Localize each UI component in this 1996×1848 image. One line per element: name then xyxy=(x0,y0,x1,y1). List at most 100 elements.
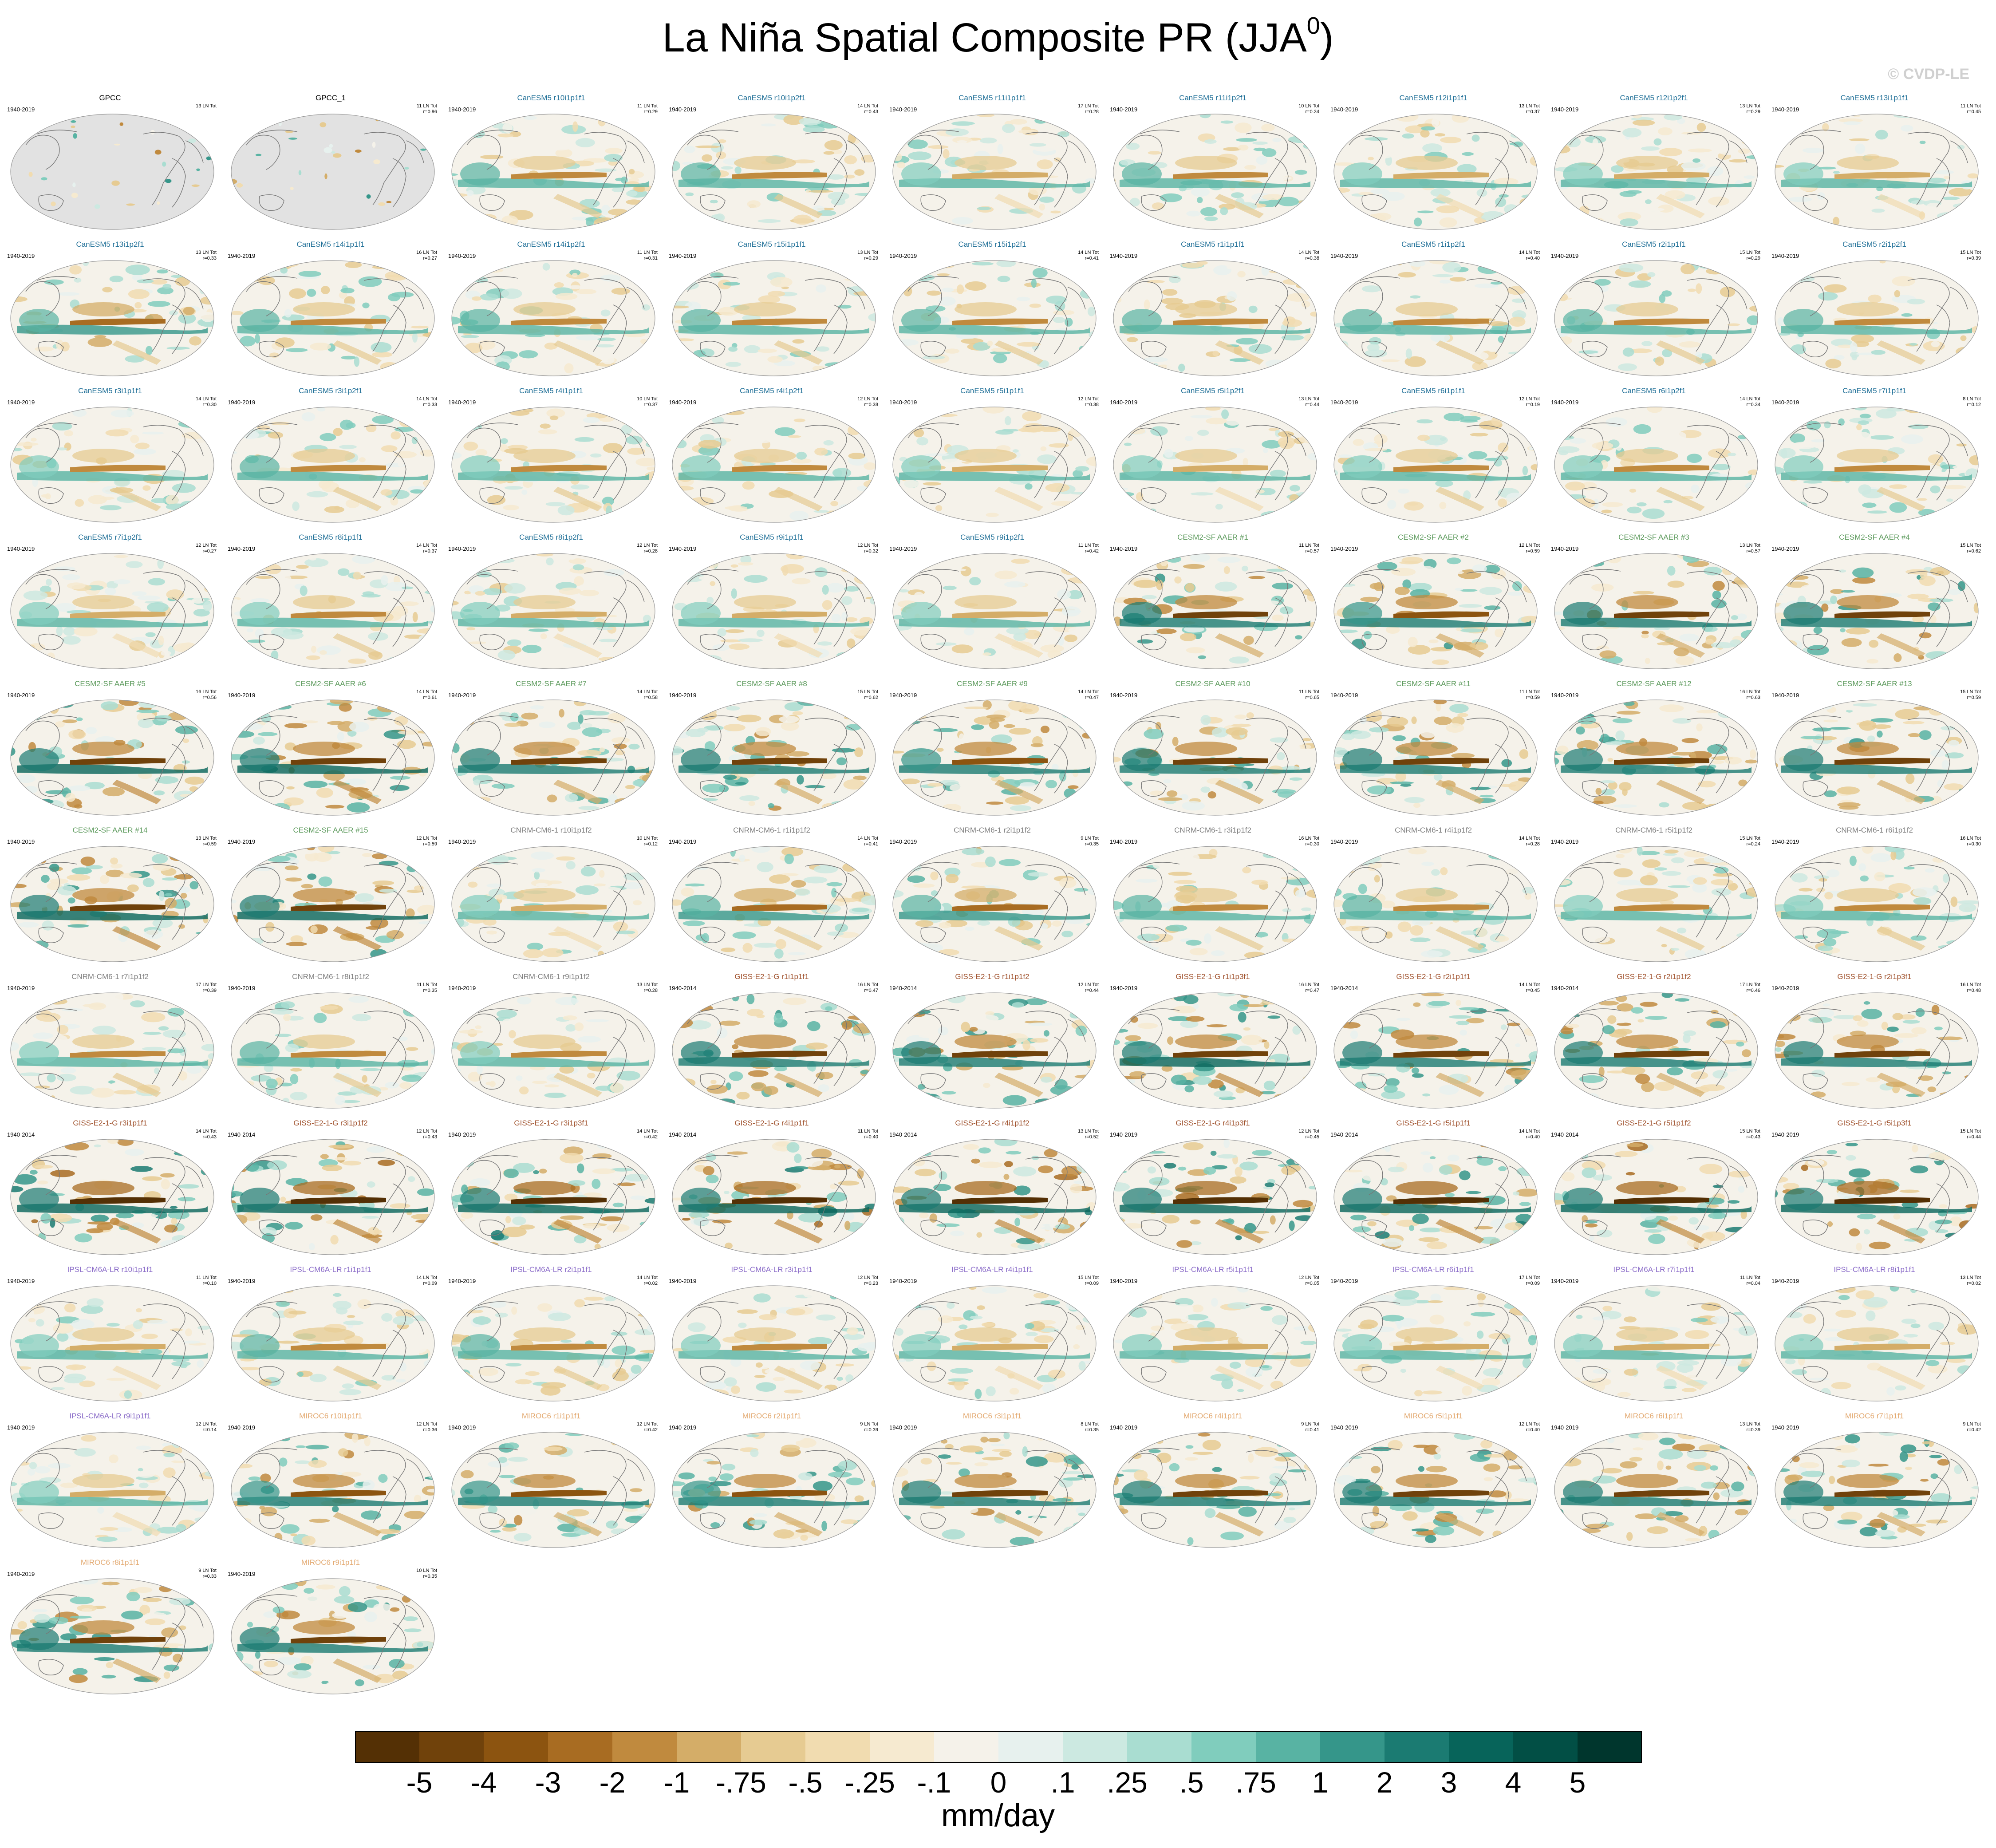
panel-pattern-correlation: r=0.12 xyxy=(643,841,658,847)
panel-title: CanESM5 r2i1p2f1 xyxy=(1842,240,1906,249)
panel-stats-label: 13 LN Tot r=0.37 xyxy=(1519,103,1540,115)
panel-title: CanESM5 r1i1p2f1 xyxy=(1401,240,1465,249)
map-panel: CanESM5 r8i1p1f1 1940-2019 14 LN Tot r=0.37 xyxy=(224,530,437,677)
panel-event-count: 10 LN Tot xyxy=(416,1568,437,1573)
panel-title: GISS-E2-1-G r3i1p1f2 xyxy=(293,1119,368,1127)
panel-stats-label: 11 LN Tot r=0.57 xyxy=(1299,543,1319,554)
panel-event-count: 13 LN Tot xyxy=(637,982,658,987)
panel-map xyxy=(10,553,214,669)
panel-period-label: 1940-2019 xyxy=(7,692,35,699)
map-panel: CanESM5 r1i1p2f1 1940-2019 14 LN Tot r=0.40 xyxy=(1327,237,1540,384)
colorbar-swatch xyxy=(1449,1731,1514,1763)
panel-stats-label: 11 LN Tot r=0.65 xyxy=(1299,689,1319,701)
panel-pattern-correlation: r=0.59 xyxy=(423,841,438,847)
colorbar-swatch xyxy=(677,1731,742,1763)
panel-period-label: 1940-2019 xyxy=(1551,838,1579,845)
panel-period-label: 1940-2019 xyxy=(669,838,697,845)
panel-map xyxy=(231,553,435,669)
colorbar-tick-label: 3 xyxy=(1440,1766,1457,1799)
panel-stats-label: 8 LN Tot r=0.12 xyxy=(1963,396,1981,408)
panel-stats-label: 13 LN Tot r=0.39 xyxy=(1740,1422,1760,1433)
panel-event-count: 11 LN Tot xyxy=(857,1129,878,1134)
panel-map xyxy=(892,846,1097,962)
map-panel: CanESM5 r2i1p1f1 1940-2019 15 LN Tot r=0.29 xyxy=(1547,237,1760,384)
panel-event-count: 10 LN Tot xyxy=(637,836,658,841)
panel-title: MIROC6 r10i1p1f1 xyxy=(299,1412,362,1420)
panel-event-count: 11 LN Tot xyxy=(196,1275,217,1280)
panel-stats-label: 14 LN Tot r=0.43 xyxy=(196,1129,217,1140)
panel-title: CNRM-CM6-1 r7i1p1f2 xyxy=(71,972,149,981)
panel-period-label: 1940-2019 xyxy=(7,106,35,113)
panel-event-count: 13 LN Tot xyxy=(1740,103,1760,109)
panel-stats-label: 9 LN Tot r=0.41 xyxy=(1301,1422,1319,1433)
map-panel: IPSL-CM6A-LR r10i1p1f1 1940-2019 11 LN Tot… xyxy=(4,1263,217,1409)
panel-period-label: 1940-2014 xyxy=(1551,985,1579,991)
panel-title: CanESM5 r9i1p1f1 xyxy=(740,533,804,541)
map-panel: CESM2-SF AAER #7 1940-2019 14 LN Tot r=0.58 xyxy=(445,677,658,823)
panel-pattern-correlation: r=0.65 xyxy=(1305,695,1320,700)
panel-period-label: 1940-2019 xyxy=(228,545,256,552)
panel-title: GISS-E2-1-G r3i1p1f1 xyxy=(73,1119,147,1127)
panel-stats-label: 17 LN Tot r=0.09 xyxy=(1519,1275,1540,1287)
map-panel: CESM2-SF AAER #6 1940-2019 14 LN Tot r=0.61 xyxy=(224,677,437,823)
map-panel: CanESM5 r13i1p1f1 1940-2019 11 LN Tot r=0.4… xyxy=(1768,91,1981,237)
panel-stats-label: 12 LN Tot r=0.38 xyxy=(857,396,878,408)
panel-pattern-correlation: r=0.32 xyxy=(864,549,879,554)
panel-pattern-correlation: r=0.39 xyxy=(202,988,217,993)
map-panel: CNRM-CM6-1 r7i1p1f2 1940-2019 17 LN Tot r=0… xyxy=(4,970,217,1116)
map-panel: CanESM5 r9i1p1f1 1940-2019 12 LN Tot r=0.32 xyxy=(665,530,878,677)
panel-event-count: 12 LN Tot xyxy=(416,1422,437,1427)
panel-pattern-correlation: r=0.43 xyxy=(423,1134,438,1140)
map-panel: GISS-E2-1-G r1i1p1f2 1940-2014 12 LN Tot r=… xyxy=(886,970,1099,1116)
panel-stats-label: 17 LN Tot r=0.28 xyxy=(1078,103,1099,115)
map-panel: CNRM-CM6-1 r10i1p1f2 1940-2019 10 LN Tot r=… xyxy=(445,823,658,970)
panel-period-label: 1940-2014 xyxy=(889,985,917,991)
panel-map xyxy=(1333,992,1538,1109)
panel-title: CNRM-CM6-1 r3i1p1f2 xyxy=(1174,826,1251,834)
panel-pattern-correlation: r=0.44 xyxy=(1085,988,1099,993)
panel-pattern-correlation: r=0.34 xyxy=(1305,109,1320,115)
panel-pattern-correlation: r=0.09 xyxy=(423,1281,438,1286)
panel-stats-label: 15 LN Tot r=0.24 xyxy=(1740,836,1760,847)
map-panel: CanESM5 r14i1p1f1 1940-2019 16 LN Tot r=0.2… xyxy=(224,237,437,384)
map-panel: CESM2-SF AAER #9 1940-2019 14 LN Tot r=0.47 xyxy=(886,677,1099,823)
panel-stats-label: 10 LN Tot r=0.35 xyxy=(416,1568,437,1579)
panel-pattern-correlation: r=0.46 xyxy=(1746,988,1761,993)
colorbar-tick-label: 0 xyxy=(990,1766,1007,1799)
panel-title: MIROC6 r2i1p1f1 xyxy=(742,1412,801,1420)
panel-period-label: 1940-2019 xyxy=(889,545,917,552)
panel-title: IPSL-CM6A-LR r2i1p1f1 xyxy=(510,1265,592,1274)
panel-pattern-correlation: r=0.40 xyxy=(864,1134,879,1140)
panel-stats-label: 11 LN Tot r=0.40 xyxy=(858,1129,878,1140)
panel-period-label: 1940-2019 xyxy=(1551,1424,1579,1431)
panel-map xyxy=(451,1285,655,1402)
panel-pattern-correlation: r=0.29 xyxy=(643,109,658,115)
map-panel: CanESM5 r6i1p1f1 1940-2019 12 LN Tot r=0.19 xyxy=(1327,384,1540,530)
panel-period-label: 1940-2019 xyxy=(889,838,917,845)
panel-map xyxy=(451,407,655,523)
colorbar-tick-label: 1 xyxy=(1312,1766,1329,1799)
panel-event-count: 11 LN Tot xyxy=(1298,543,1319,548)
panel-stats-label: 13 LN Tot r=0.52 xyxy=(1078,1129,1099,1140)
panel-stats-label: 12 LN Tot r=0.43 xyxy=(416,1129,437,1140)
panel-pattern-correlation: r=0.45 xyxy=(1526,988,1540,993)
panel-event-count: 12 LN Tot xyxy=(857,396,878,402)
panel-pattern-correlation: r=0.39 xyxy=(1746,1427,1761,1433)
panel-map xyxy=(672,553,876,669)
panel-title: CanESM5 r4i1p1f1 xyxy=(519,387,583,395)
panel-pattern-correlation: r=0.37 xyxy=(643,402,658,407)
panel-pattern-correlation: r=0.35 xyxy=(423,1574,438,1579)
panel-map xyxy=(10,407,214,523)
panel-title: GISS-E2-1-G r4i1p1f1 xyxy=(734,1119,809,1127)
colorbar-tick-label: .1 xyxy=(1050,1766,1075,1799)
map-panel: CanESM5 r6i1p2f1 1940-2019 14 LN Tot r=0.34 xyxy=(1547,384,1760,530)
map-panel: GISS-E2-1-G r2i1p1f2 1940-2014 17 LN Tot r=… xyxy=(1547,970,1760,1116)
panel-stats-label: 11 LN Tot r=0.04 xyxy=(1740,1275,1760,1287)
panel-map xyxy=(1333,1432,1538,1548)
page-title: La Niña Spatial Composite PR (JJA0) xyxy=(0,13,1996,62)
panel-pattern-correlation: r=0.57 xyxy=(1746,549,1761,554)
panel-title: CESM2-SF AAER #2 xyxy=(1398,533,1469,541)
panel-event-count: 14 LN Tot xyxy=(1078,250,1099,255)
panel-pattern-correlation: r=0.33 xyxy=(423,402,438,407)
panel-title: IPSL-CM6A-LR r8i1p1f1 xyxy=(1834,1265,1915,1274)
